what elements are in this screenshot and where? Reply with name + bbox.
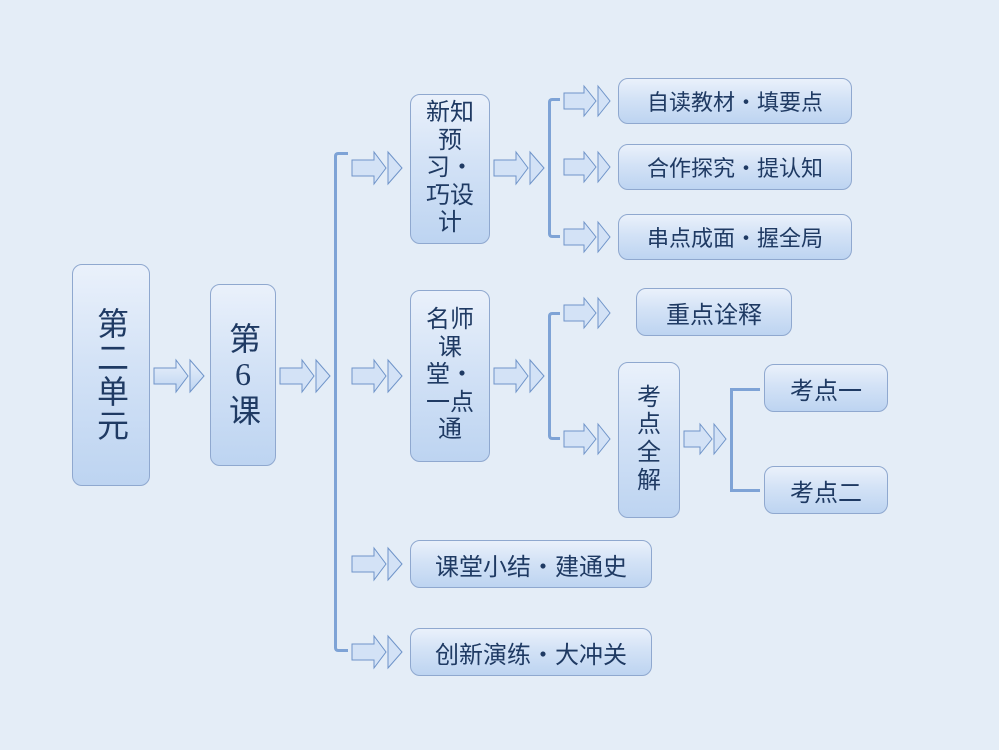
arrow-root-lesson [152, 358, 206, 394]
node-b2: 名师课堂・一点通 [410, 290, 490, 462]
node-d1: 考点一 [764, 364, 888, 412]
bracket-main [334, 152, 348, 652]
bracket-b2 [548, 312, 560, 440]
node-b4-label: 创新演练・大冲关 [435, 635, 627, 670]
node-c4: 重点诠释 [636, 288, 792, 336]
node-d2-label: 考点二 [790, 473, 862, 508]
node-c4-label: 重点诠释 [666, 295, 762, 330]
arrow-to-c4 [562, 296, 612, 330]
node-c3: 串点成面・握全局 [618, 214, 852, 260]
node-b1-label: 新知预习・巧设计 [426, 100, 474, 238]
node-b1: 新知预习・巧设计 [410, 94, 490, 244]
arrow-to-c2 [562, 150, 612, 184]
arrow-to-c3 [562, 220, 612, 254]
node-lesson: 第6课 [210, 284, 276, 466]
bracket-c5 [730, 388, 760, 492]
arrow-to-b2 [350, 358, 404, 394]
node-c5: 考点全解 [618, 362, 680, 518]
bracket-b1 [548, 98, 560, 238]
arrow-to-b1 [350, 150, 404, 186]
arrow-b2-out [492, 358, 546, 394]
node-root-label: 第二单元 [88, 307, 134, 443]
node-c3-label: 串点成面・握全局 [647, 221, 823, 253]
node-b3-label: 课堂小结・建通史 [435, 547, 627, 582]
node-root: 第二单元 [72, 264, 150, 486]
arrow-c5-out [682, 422, 728, 456]
arrow-to-c1 [562, 84, 612, 118]
arrow-lesson-branches [278, 358, 332, 394]
node-b4: 创新演练・大冲关 [410, 628, 652, 676]
node-d1-label: 考点一 [790, 371, 862, 406]
arrow-b1-out [492, 150, 546, 186]
node-c2: 合作探究・提认知 [618, 144, 852, 190]
node-b3: 课堂小结・建通史 [410, 540, 652, 588]
node-lesson-label: 第6课 [220, 322, 266, 428]
arrow-to-b3 [350, 546, 404, 582]
node-c2-label: 合作探究・提认知 [647, 151, 823, 183]
node-c1: 自读教材・填要点 [618, 78, 852, 124]
arrow-to-b4 [350, 634, 404, 670]
arrow-to-c5 [562, 422, 612, 456]
node-d2: 考点二 [764, 466, 888, 514]
node-b2-label: 名师课堂・一点通 [426, 307, 474, 445]
node-c5-label: 考点全解 [637, 385, 661, 495]
node-c1-label: 自读教材・填要点 [647, 85, 823, 117]
